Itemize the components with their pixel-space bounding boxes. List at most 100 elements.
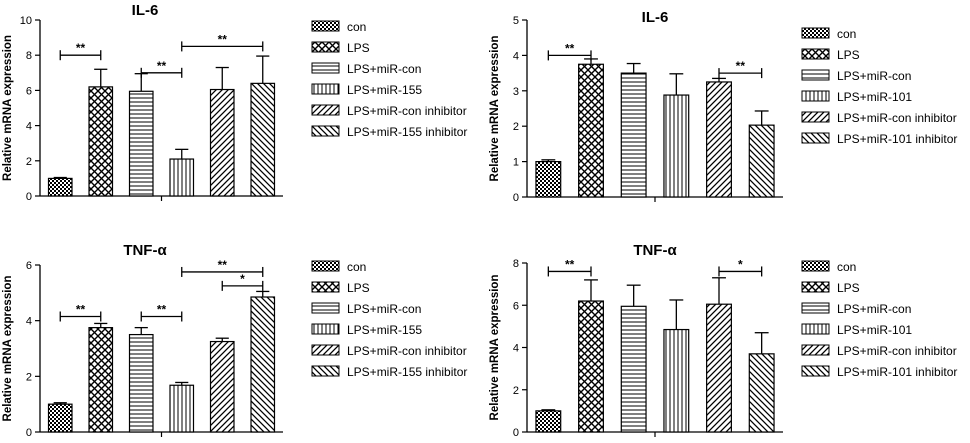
bar-2: [578, 63, 604, 198]
legend-entry: con: [347, 260, 366, 274]
bar-1: [47, 403, 73, 433]
significance-label: **: [157, 302, 167, 316]
legend-swatch-4: [801, 323, 830, 335]
bar-6: [748, 124, 775, 198]
y-tick-label: 2: [26, 371, 32, 383]
y-tick-label: 6: [26, 85, 32, 97]
y-tick-label: 0: [26, 191, 32, 203]
legend-entry: LPS+miR-con: [347, 62, 421, 76]
legend-entry: LPS+miR-con: [347, 302, 421, 316]
chart-legend: con LPS LPS+miR-con LPS+miR-101 LPS+miR-con …: [801, 260, 957, 379]
bar-5: [209, 340, 235, 433]
legend-entry: LPS+miR-con: [837, 302, 911, 316]
legend-swatch-6: [311, 125, 340, 137]
y-tick-label: 6: [513, 300, 519, 312]
legend-swatch-5: [801, 111, 830, 123]
chart-title: IL-6: [132, 2, 159, 19]
legend-swatch-6: [801, 365, 830, 377]
significance-label: **: [218, 32, 228, 46]
legend-swatch-3: [311, 62, 340, 74]
bar-1: [47, 177, 73, 197]
bar-3: [620, 305, 647, 433]
legend-entry: con: [837, 260, 856, 274]
legend-entry: LPS: [837, 48, 860, 62]
significance-label: **: [565, 257, 575, 271]
chart-title: TNF-α: [633, 242, 677, 259]
y-tick-label: 2: [513, 385, 519, 397]
bar-5: [209, 88, 235, 197]
legend-entry: LPS+miR-101: [837, 90, 912, 104]
legend-swatch-6: [311, 365, 340, 377]
significance-label: **: [218, 258, 228, 272]
chart-legend: con LPS LPS+miR-con LPS+miR-155 LPS+miR-con …: [311, 20, 467, 139]
significance-label: *: [240, 272, 245, 286]
legend-swatch-2: [311, 281, 340, 293]
bar-2: [578, 300, 604, 433]
legend-swatch-2: [801, 281, 830, 293]
y-tick-label: 1: [513, 157, 519, 169]
legend-entry: LPS+miR-101 inhibitor: [837, 365, 957, 379]
legend-entry: LPS+miR-101: [837, 323, 912, 337]
legend-swatch-1: [311, 20, 340, 32]
y-tick-label: 3: [513, 86, 519, 98]
y-tick-label: 4: [26, 121, 32, 133]
y-tick-label: 4: [513, 50, 519, 62]
significance-label: **: [736, 59, 746, 73]
chart-title: TNF-α: [123, 242, 167, 259]
y-tick-label: 6: [26, 260, 32, 272]
legend-swatch-2: [801, 48, 830, 60]
legend-swatch-6: [801, 132, 830, 144]
legend-swatch-1: [801, 260, 830, 272]
legend-swatch-5: [801, 344, 830, 356]
significance-label: **: [157, 59, 167, 73]
bar-3: [128, 90, 154, 197]
bar-2: [88, 86, 114, 197]
legend-swatch-5: [311, 344, 340, 356]
legend-entry: LPS+miR-155: [347, 83, 422, 97]
bar-3: [620, 72, 647, 198]
y-tick-label: 0: [513, 192, 519, 204]
legend-swatch-4: [801, 90, 830, 102]
bar-4: [663, 328, 690, 433]
legend-swatch-1: [801, 27, 830, 39]
bar-6: [250, 296, 276, 433]
bar-6: [250, 82, 276, 197]
y-tick-label: 10: [20, 15, 32, 27]
bar-6: [748, 353, 775, 433]
chart-legend: con LPS LPS+miR-con LPS+miR-101 LPS+miR-con …: [801, 27, 957, 146]
legend-entry: LPS+miR-con inhibitor: [347, 104, 467, 118]
legend-swatch-5: [311, 104, 340, 116]
y-tick-label: 0: [513, 427, 519, 439]
legend-entry: con: [347, 20, 366, 34]
bar-4: [169, 384, 195, 433]
legend-entry: LPS: [347, 281, 370, 295]
chart-panel-1: IL-6 Relative mRNA expression 0 2 4 6 8 10 ** ** *…: [2, 2, 467, 203]
legend-entry: LPS+miR-con: [837, 69, 911, 83]
legend-entry: LPS: [347, 41, 370, 55]
legend-entry: LPS+miR-con inhibitor: [837, 111, 957, 125]
bar-4: [663, 94, 690, 198]
y-tick-label: 8: [513, 258, 519, 270]
legend-entry: con: [837, 27, 856, 41]
bar-3: [128, 333, 154, 433]
significance-label: **: [76, 41, 86, 55]
legend-swatch-4: [311, 323, 340, 335]
chart-title: IL-6: [642, 9, 669, 26]
legend-entry: LPS+miR-155: [347, 323, 422, 337]
bar-1: [535, 410, 562, 433]
bar-2: [88, 327, 114, 433]
significance-label: **: [565, 41, 575, 55]
y-axis-label: Relative mRNA expression: [2, 35, 14, 181]
bar-4: [169, 158, 195, 197]
y-axis-label: Relative mRNA expression: [489, 275, 501, 421]
significance-label: **: [76, 302, 86, 316]
y-tick-label: 2: [26, 156, 32, 168]
legend-entry: LPS+miR-155 inhibitor: [347, 125, 467, 139]
legend-entry: LPS+miR-155 inhibitor: [347, 365, 467, 379]
y-tick-label: 8: [26, 50, 32, 62]
legend-swatch-3: [311, 302, 340, 314]
y-tick-label: 2: [513, 121, 519, 133]
y-axis-label: Relative mRNA expression: [489, 36, 501, 182]
